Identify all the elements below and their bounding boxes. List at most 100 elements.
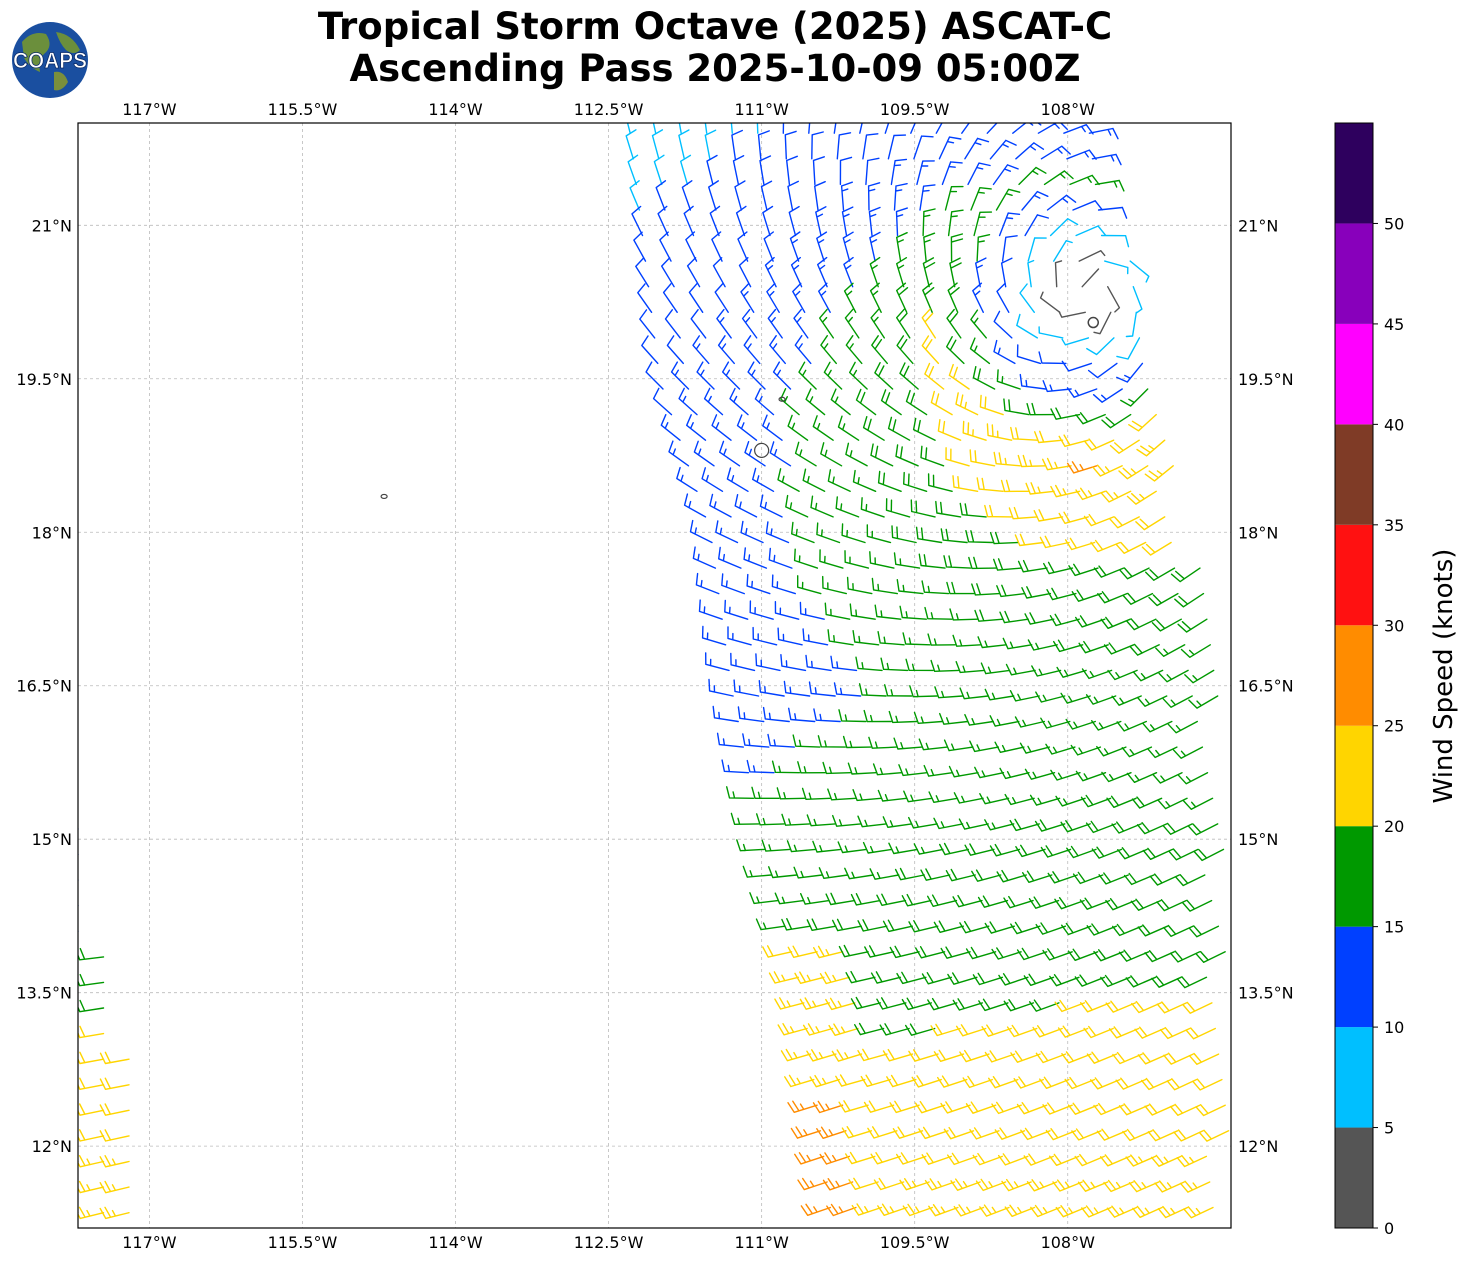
wind-barb: [902, 632, 931, 646]
wind-barb: [882, 1048, 914, 1062]
wind-barb: [1169, 1103, 1201, 1116]
wind-barb: [683, 205, 695, 237]
wind-barb: [676, 466, 698, 492]
wind-barb: [678, 387, 698, 416]
wind-barb: [1086, 1051, 1118, 1064]
colorbar-tick-label: 40: [1384, 415, 1404, 434]
wind-barb: [813, 708, 841, 723]
wind-barb: [685, 231, 698, 262]
wind-barb: [633, 231, 647, 262]
wind-barb: [1157, 797, 1188, 810]
wind-barb: [850, 996, 881, 1010]
lat-tick-label-left: 18°N: [32, 523, 72, 542]
wind-barb: [1019, 742, 1051, 754]
wind-barb: [812, 1100, 844, 1114]
wind-barb: [724, 599, 749, 620]
wind-barb: [1058, 511, 1089, 524]
wind-barb: [998, 1153, 1029, 1166]
wind-barb: [78, 1180, 105, 1194]
wind-barb: [941, 161, 963, 186]
colorbar-tick-label: 10: [1384, 1018, 1404, 1037]
wind-barb: [1118, 1103, 1150, 1116]
wind-barb: [664, 309, 681, 339]
wind-barb: [971, 869, 1002, 882]
wind-barb: [847, 762, 877, 775]
lat-tick-label-right: 18°N: [1238, 523, 1278, 542]
wind-barb: [790, 1126, 822, 1139]
wind-barb: [1086, 923, 1118, 936]
wind-barb: [1093, 565, 1125, 578]
isla-clarion: [380, 493, 388, 500]
wind-barb: [836, 132, 852, 160]
wind-barb: [1010, 426, 1038, 441]
wind-barb: [892, 1126, 924, 1139]
wind-barb: [1074, 974, 1106, 987]
wind-barb: [977, 636, 1007, 649]
lat-tick-label-left: 12°N: [32, 1137, 72, 1156]
wind-barb: [1162, 822, 1193, 835]
wind-barb: [860, 1074, 891, 1087]
wind-barb: [662, 283, 678, 313]
wind-barb: [905, 1023, 936, 1036]
wind-barb: [863, 709, 892, 723]
lon-tick-label-top: 112.5°W: [574, 100, 644, 119]
wind-barb: [970, 309, 987, 339]
wind-barb: [1103, 642, 1135, 655]
wind-barb: [1151, 618, 1182, 632]
colorbar-tick-label: 5: [1384, 1119, 1394, 1138]
wind-barb: [993, 558, 1023, 571]
wind-barb: [998, 212, 1021, 237]
wind-barb: [816, 522, 841, 544]
wind-barb: [827, 469, 851, 492]
wind-barb: [1193, 848, 1225, 862]
wind-barb: [826, 1203, 857, 1217]
lat-tick-label-left: 21°N: [32, 216, 72, 235]
wind-barb: [742, 733, 770, 748]
wind-barb: [843, 256, 854, 288]
wind-barb: [849, 603, 876, 620]
wind-barb: [989, 139, 1017, 160]
wind-barb: [757, 130, 770, 160]
wind-barb: [948, 765, 979, 778]
wind-barb: [78, 1186, 79, 1188]
wind-barb: [737, 231, 749, 262]
colorbar-bin: [1335, 123, 1373, 224]
wind-barb: [893, 183, 908, 211]
wind-barb: [1104, 260, 1129, 275]
wind-barb: [1066, 387, 1098, 398]
wind-barb: [743, 547, 768, 569]
wind-barb: [1125, 311, 1137, 338]
wind-barb: [719, 440, 741, 467]
wind-barb: [979, 1204, 1010, 1217]
wind-barb: [937, 1075, 968, 1088]
wind-barb: [930, 659, 960, 672]
axis-tick-labels: 117°W 117°W 115.5°W 115.5°W 114°W 114°W 112.5°…: [16, 100, 1293, 1252]
wind-barb: [1120, 388, 1149, 407]
wind-barb: [899, 362, 919, 390]
wind-barb: [858, 683, 887, 697]
wind-barb: [802, 1023, 834, 1036]
wind-barb: [953, 792, 984, 804]
wind-barb: [869, 256, 881, 288]
colorbar-tick-label: 25: [1384, 717, 1404, 736]
colorbar-bin: [1335, 223, 1373, 324]
wind-barb: [809, 1074, 840, 1088]
wind-barb: [848, 1177, 879, 1190]
wind-barb: [721, 573, 745, 595]
lat-tick-label-left: 13.5°N: [16, 984, 72, 1003]
wind-barb: [831, 1049, 863, 1062]
wind-barb: [1015, 844, 1046, 858]
wind-barb: [950, 1178, 981, 1191]
wind-barb: [817, 256, 828, 288]
wind-barb: [78, 947, 105, 961]
wind-barb: [661, 257, 675, 288]
wind-barb: [714, 282, 729, 313]
wind-barb: [1025, 482, 1055, 495]
wind-barb: [869, 231, 881, 262]
wind-barb: [1100, 490, 1132, 503]
wind-barb: [1078, 250, 1106, 262]
wind-barb: [915, 526, 943, 544]
wind-barb: [899, 605, 927, 620]
wind-barb: [78, 1206, 105, 1220]
wind-barb: [1080, 1000, 1111, 1013]
